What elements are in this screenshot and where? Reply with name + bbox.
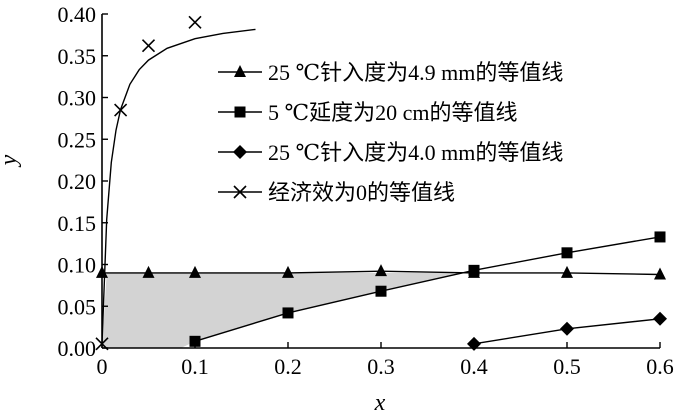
- legend-label: 5 ℃延度为20 cm的等值线: [268, 100, 518, 125]
- legend: 25 ℃针入度为4.9 mm的等值线 5 ℃延度为20 cm的等值线 25 ℃针入度…: [218, 60, 563, 205]
- x-tick-label: 0.5: [553, 354, 581, 379]
- series-1-point: [375, 264, 387, 277]
- legend-label: 25 ℃针入度为4.0 mm的等值线: [268, 140, 563, 165]
- series-2-point: [282, 307, 294, 319]
- x-tick-label: 0.1: [181, 354, 209, 379]
- y-axis-label: y: [0, 154, 22, 167]
- y-ticks: 0.00 0.05 0.10 0.15 0.20 0.25 0.30 0.35 0.40: [58, 2, 108, 361]
- series-4-line: [101, 28, 256, 344]
- legend-entry-1: 25 ℃针入度为4.9 mm的等值线: [218, 60, 563, 85]
- legend-marker: [233, 185, 247, 199]
- series-1-point: [561, 265, 573, 278]
- y-tick-label: 0.40: [58, 2, 97, 27]
- x-tick-label: 0.4: [460, 354, 488, 379]
- y-tick-label: 0.00: [58, 336, 97, 361]
- series-2-point: [468, 264, 480, 276]
- series-3-point: [653, 311, 667, 326]
- series-3-point: [560, 321, 574, 336]
- legend-marker: [234, 106, 246, 118]
- y-tick-label: 0.20: [58, 169, 97, 194]
- legend-marker: [233, 145, 247, 159]
- legend-entry-2: 5 ℃延度为20 cm的等值线: [218, 100, 518, 125]
- x-tick-label: 0.3: [367, 354, 395, 379]
- series-1-point: [189, 265, 201, 278]
- x-tick-label: 0.6: [646, 354, 674, 379]
- y-tick-label: 0.30: [58, 86, 97, 111]
- series-1-point: [654, 267, 666, 280]
- x-tick-label: 0: [97, 354, 108, 379]
- series-2-line: [194, 236, 661, 342]
- legend-label: 25 ℃针入度为4.9 mm的等值线: [268, 60, 563, 85]
- legend-marker: [234, 65, 246, 77]
- shaded-feasible-region: [102, 272, 463, 348]
- y-tick-label: 0.35: [58, 44, 97, 69]
- series-1-line: [102, 270, 661, 276]
- plot-area: [95, 15, 667, 351]
- legend-entry-4: 经济效为0的等值线: [218, 180, 455, 205]
- series-4-point: [141, 39, 156, 53]
- series-4-point: [114, 103, 128, 117]
- y-tick-label: 0.15: [58, 211, 97, 236]
- series-1-point: [142, 265, 155, 278]
- series-2-point: [189, 335, 201, 347]
- series-2-point: [654, 231, 666, 243]
- x-axis-label: x: [374, 390, 386, 416]
- series-2: [189, 231, 666, 347]
- legend-entry-3: 25 ℃针入度为4.0 mm的等值线: [218, 140, 563, 165]
- series-2-point: [561, 247, 573, 259]
- y-tick-label: 0.25: [58, 127, 97, 152]
- series-1-point: [282, 265, 294, 278]
- x-ticks: 0 0.1 0.2 0.3 0.4 0.5 0.6: [97, 342, 674, 379]
- legend-label: 经济效为0的等值线: [268, 180, 455, 205]
- series-2-point: [375, 285, 387, 297]
- series-4-point: [188, 15, 202, 29]
- y-tick-label: 0.05: [58, 294, 97, 319]
- y-tick-label: 0.10: [58, 253, 97, 278]
- x-tick-label: 0.2: [274, 354, 302, 379]
- series-4: [95, 15, 256, 351]
